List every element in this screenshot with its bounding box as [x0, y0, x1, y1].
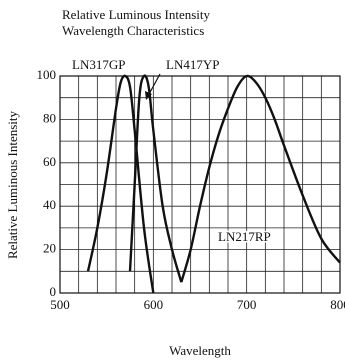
y-tick-label: 0: [50, 284, 57, 299]
line-series: [180, 74, 341, 283]
y-tick-label: 80: [43, 110, 56, 125]
x-axis-label: Wavelength: [169, 343, 231, 358]
plot-frame: [59, 75, 341, 294]
series-label: LN417YP: [166, 57, 219, 72]
x-tick-label: 500: [50, 297, 70, 312]
chart-title: Relative Luminous Intensity: [62, 7, 211, 22]
x-tick-label: 600: [144, 297, 164, 312]
x-tick-label: 700: [237, 297, 257, 312]
y-tick-label: 40: [43, 197, 56, 212]
y-tick-label: 100: [37, 67, 57, 82]
line-series: [128, 74, 183, 283]
y-tick-label: 20: [43, 241, 56, 256]
line-series: [86, 74, 155, 294]
y-tick-label: 60: [43, 154, 56, 169]
y-axis-label: Relative Luminous Intensity: [5, 110, 20, 259]
series-label: LN217RP: [218, 229, 271, 244]
series-label: LN317GP: [72, 57, 125, 72]
chart-subtitle: Wavelength Characteristics: [62, 23, 204, 38]
x-tick-label: 800: [330, 297, 345, 312]
